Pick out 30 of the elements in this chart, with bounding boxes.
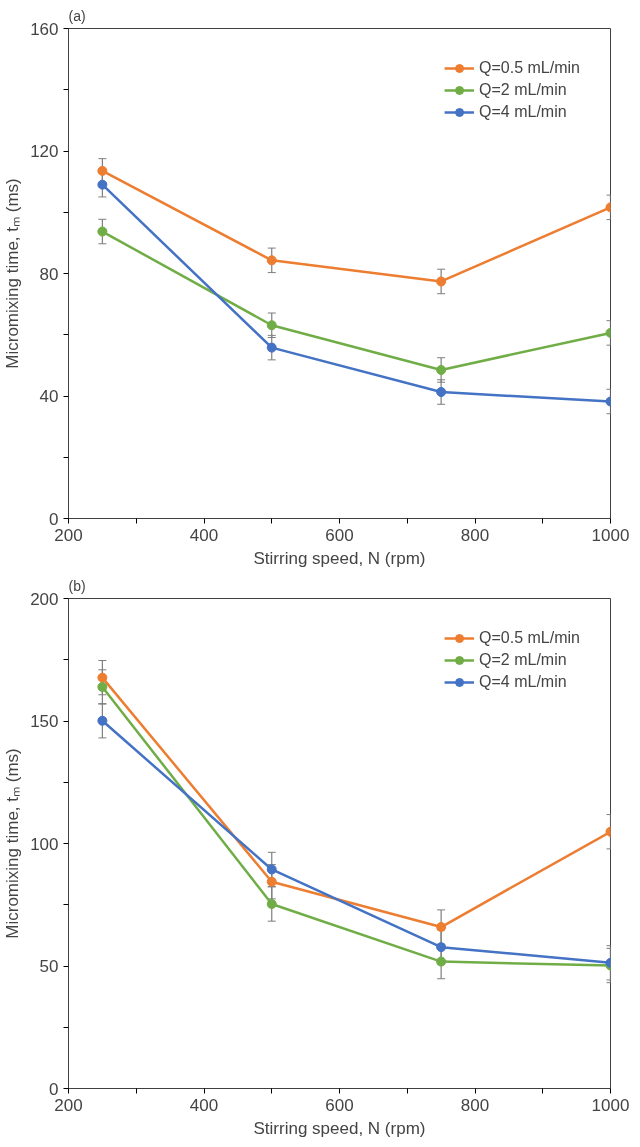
y-tick-label: 0 — [49, 1079, 59, 1099]
y-tick-label: 150 — [30, 712, 59, 731]
y-axis-title: Micromixing time, tₘ (ms) — [3, 748, 23, 939]
legend-label: Q=2 mL/min — [479, 81, 567, 99]
y-tick-label: 0 — [49, 509, 59, 529]
x-tick-label: 400 — [189, 1095, 219, 1115]
x-tick-label: 1000 — [591, 1095, 630, 1115]
legend-label: Q=4 mL/min — [479, 103, 567, 121]
x-tick-label: 1000 — [591, 525, 630, 545]
y-tick-label: 120 — [30, 142, 59, 161]
x-tick-label: 600 — [325, 525, 354, 545]
y-tick-label: 200 — [30, 589, 59, 609]
x-axis-title: Stirring speed, N (rpm) — [253, 1118, 426, 1138]
y-tick-label: 100 — [30, 834, 59, 854]
chart-title: (a) — [68, 7, 86, 24]
x-tick-label: 800 — [460, 525, 490, 545]
y-axis-title: Micromixing time, tₘ (ms) — [3, 178, 23, 369]
y-tick-label: 160 — [30, 19, 59, 39]
legend-label: Q=0.5 mL/min — [479, 59, 580, 77]
legend-label: Q=0.5 mL/min — [479, 629, 580, 647]
y-tick-label: 80 — [39, 264, 59, 284]
legend-label: Q=2 mL/min — [479, 651, 567, 669]
y-tick-label: 50 — [39, 957, 59, 976]
x-axis-title: Stirring speed, N (rpm) — [253, 548, 426, 568]
x-tick-label: 400 — [189, 525, 219, 545]
x-tick-label: 600 — [325, 1095, 354, 1115]
y-tick-label: 40 — [39, 387, 59, 406]
x-tick-label: 800 — [460, 1095, 490, 1115]
chart-title: (b) — [68, 577, 86, 594]
legend-label: Q=4 mL/min — [479, 673, 567, 691]
